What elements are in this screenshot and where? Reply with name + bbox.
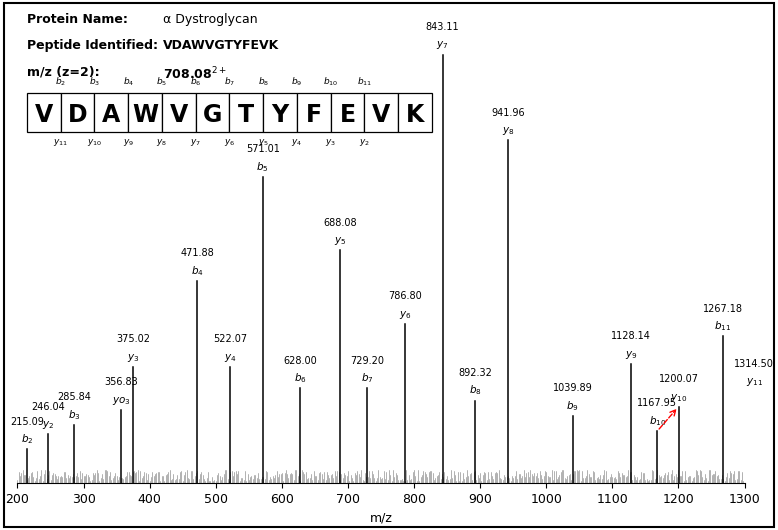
Text: $y_{3}$: $y_{3}$: [127, 352, 139, 364]
Text: $b_{9}$: $b_{9}$: [566, 399, 579, 413]
Text: 246.04: 246.04: [31, 402, 65, 411]
Bar: [94, 93, 128, 131]
Text: 285.84: 285.84: [58, 392, 91, 402]
Text: 688.08: 688.08: [324, 218, 357, 228]
Text: 786.80: 786.80: [388, 292, 422, 302]
Text: $b_{4}$: $b_{4}$: [191, 264, 204, 278]
Text: $y_{5}$: $y_{5}$: [258, 137, 268, 148]
Text: A: A: [102, 103, 121, 127]
Text: $y_{7}$: $y_{7}$: [190, 137, 202, 148]
Text: 571.01: 571.01: [246, 144, 279, 154]
Text: 1267.18: 1267.18: [703, 304, 743, 314]
Text: $y_{9}$: $y_{9}$: [123, 137, 134, 148]
Text: 941.96: 941.96: [491, 108, 524, 118]
Text: VDAWVGTYFEVK: VDAWVGTYFEVK: [163, 39, 279, 52]
Text: 471.88: 471.88: [180, 249, 214, 259]
Text: $b_{3}$: $b_{3}$: [68, 408, 81, 422]
Text: $y_{3}$: $y_{3}$: [325, 137, 336, 148]
Text: $y_{11}$: $y_{11}$: [53, 137, 68, 148]
Text: Peptide Identified:: Peptide Identified:: [27, 39, 158, 52]
Text: Y: Y: [272, 103, 289, 127]
Text: 1314.50: 1314.50: [734, 359, 774, 369]
Text: $y_{6}$: $y_{6}$: [224, 137, 235, 148]
Bar: [331, 93, 364, 131]
Bar: [263, 93, 297, 131]
Text: $y_{5}$: $y_{5}$: [334, 235, 346, 248]
Text: $b_{10}$: $b_{10}$: [323, 75, 338, 87]
Text: $y_{4}$: $y_{4}$: [291, 137, 303, 148]
Bar: [61, 93, 94, 131]
Text: 375.02: 375.02: [116, 334, 150, 344]
Text: 1039.89: 1039.89: [552, 383, 593, 393]
Text: V: V: [35, 103, 53, 127]
Text: $y_{9}$: $y_{9}$: [625, 349, 637, 361]
Text: $y_{10}$: $y_{10}$: [87, 137, 102, 148]
Text: T: T: [238, 103, 254, 127]
Text: $b_{2}$: $b_{2}$: [21, 432, 33, 446]
Text: $b_{5}$: $b_{5}$: [257, 160, 269, 174]
Bar: [162, 93, 196, 131]
Bar: [297, 93, 331, 131]
Text: $b_{4}$: $b_{4}$: [122, 75, 134, 87]
Text: 1200.07: 1200.07: [658, 374, 699, 384]
Bar: [128, 93, 162, 131]
X-axis label: m/z: m/z: [370, 511, 392, 525]
Text: F: F: [306, 103, 322, 127]
Text: $b_{7}$: $b_{7}$: [224, 75, 235, 87]
Text: E: E: [339, 103, 356, 127]
Text: $y_{8}$: $y_{8}$: [156, 137, 167, 148]
Text: D: D: [68, 103, 87, 127]
Text: $y_{6}$: $y_{6}$: [399, 309, 412, 321]
Text: $b_{2}$: $b_{2}$: [55, 75, 66, 87]
Text: 843.11: 843.11: [426, 22, 459, 32]
Bar: [398, 93, 432, 131]
Text: m/z (z=2):: m/z (z=2):: [27, 65, 100, 78]
Text: K: K: [406, 103, 424, 127]
Text: 708.08$^{2+}$: 708.08$^{2+}$: [163, 65, 227, 82]
Text: $yo_{3}$: $yo_{3}$: [112, 395, 131, 407]
Text: $y_{10}$: $y_{10}$: [670, 392, 687, 403]
Text: $b_{7}$: $b_{7}$: [361, 372, 373, 385]
Text: G: G: [203, 103, 223, 127]
Text: $b_{8}$: $b_{8}$: [468, 384, 482, 398]
Text: Protein Name:: Protein Name:: [27, 13, 128, 26]
Text: 628.00: 628.00: [283, 356, 317, 366]
Text: V: V: [170, 103, 188, 127]
Text: V: V: [372, 103, 391, 127]
Text: α Dystroglycan: α Dystroglycan: [163, 13, 258, 26]
Text: $b_{10}$: $b_{10}$: [649, 414, 666, 428]
Text: $b_{5}$: $b_{5}$: [156, 75, 167, 87]
Text: 356.83: 356.83: [104, 377, 138, 387]
Text: $y_{7}$: $y_{7}$: [436, 39, 449, 51]
Text: $y_{11}$: $y_{11}$: [745, 376, 762, 388]
Bar: [364, 93, 398, 131]
Text: $b_{9}$: $b_{9}$: [291, 75, 303, 87]
Text: $b_{8}$: $b_{8}$: [258, 75, 268, 87]
Text: 892.32: 892.32: [458, 368, 492, 378]
Text: 729.20: 729.20: [350, 356, 384, 366]
Text: $b_{3}$: $b_{3}$: [89, 75, 100, 87]
Text: $b_{6}$: $b_{6}$: [294, 372, 307, 385]
Text: $y_{4}$: $y_{4}$: [224, 352, 237, 364]
Text: $y_{8}$: $y_{8}$: [502, 125, 514, 137]
Text: W: W: [132, 103, 158, 127]
Text: 522.07: 522.07: [213, 334, 247, 344]
Text: $y_{2}$: $y_{2}$: [42, 419, 54, 431]
Text: 1167.95: 1167.95: [637, 399, 678, 409]
Text: 215.09: 215.09: [11, 417, 44, 427]
Text: 1128.14: 1128.14: [611, 331, 651, 341]
Bar: [27, 93, 61, 131]
Text: $y_{2}$: $y_{2}$: [359, 137, 370, 148]
Text: $b_{6}$: $b_{6}$: [190, 75, 202, 87]
Bar: [196, 93, 230, 131]
Text: $b_{11}$: $b_{11}$: [714, 320, 731, 333]
Text: $b_{11}$: $b_{11}$: [357, 75, 372, 87]
Bar: [230, 93, 263, 131]
